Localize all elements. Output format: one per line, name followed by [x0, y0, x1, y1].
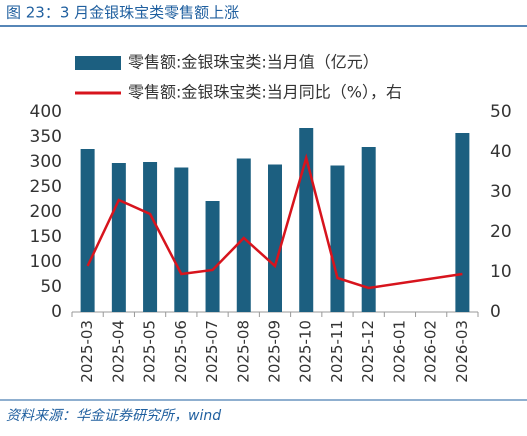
- x-tick-label: 2026-03: [453, 320, 471, 383]
- y-tick-label: 0: [51, 302, 62, 322]
- bar: [455, 133, 470, 312]
- y2-tick-label: 10: [490, 262, 512, 282]
- x-tick-label: 2025-12: [359, 320, 377, 383]
- legend-label: 零售额:金银珠宝类:当月值（亿元）: [128, 53, 379, 72]
- legend-swatch: [75, 56, 121, 70]
- bar: [236, 158, 251, 312]
- x-tick-label: 2025-08: [234, 320, 252, 383]
- line: [86, 153, 463, 290]
- x-tick-label: 2025-06: [172, 320, 190, 383]
- bar: [330, 165, 345, 312]
- x-tick-label: 2025-03: [78, 320, 96, 383]
- y-tick-label: 200: [30, 202, 62, 222]
- y-tick-label: 350: [30, 127, 62, 147]
- bar: [143, 162, 158, 312]
- legend-label: 零售额:金银珠宝类:当月同比（%），右: [128, 83, 402, 102]
- y-tick-label: 300: [30, 152, 62, 172]
- chart-title: 图 23：3 月金银珠宝类零售额上涨: [6, 4, 239, 22]
- bar: [111, 163, 126, 312]
- bar: [205, 201, 220, 312]
- y-tick-label: 400: [30, 102, 62, 122]
- x-tick-label: 2025-05: [141, 320, 159, 383]
- bar: [361, 147, 376, 312]
- y-tick-label: 250: [30, 177, 62, 197]
- bar: [80, 149, 95, 312]
- y-tick-label: 50: [40, 277, 62, 297]
- source: 资料来源：华金证券研究所，wind: [6, 408, 221, 424]
- x-tick-label: 2025-04: [109, 320, 127, 383]
- y-tick-label: 150: [30, 227, 62, 247]
- x-tick-label: 2025-11: [328, 320, 346, 383]
- bar: [174, 167, 189, 312]
- x-tick-label: 2025-09: [266, 320, 284, 383]
- y-tick-label: 100: [30, 252, 62, 272]
- x-tick-label: 2025-07: [203, 320, 221, 383]
- y2-tick-label: 20: [490, 222, 512, 242]
- bar: [268, 164, 282, 312]
- y2-tick-label: 0: [490, 302, 501, 322]
- y2-tick-label: 40: [490, 142, 512, 162]
- y2-tick-label: 30: [490, 182, 512, 202]
- x-tick-label: 2026-01: [390, 320, 408, 383]
- y2-tick-label: 50: [490, 102, 512, 122]
- x-tick-label: 2025-10: [297, 320, 315, 383]
- x-tick-label: 2026-02: [422, 320, 440, 383]
